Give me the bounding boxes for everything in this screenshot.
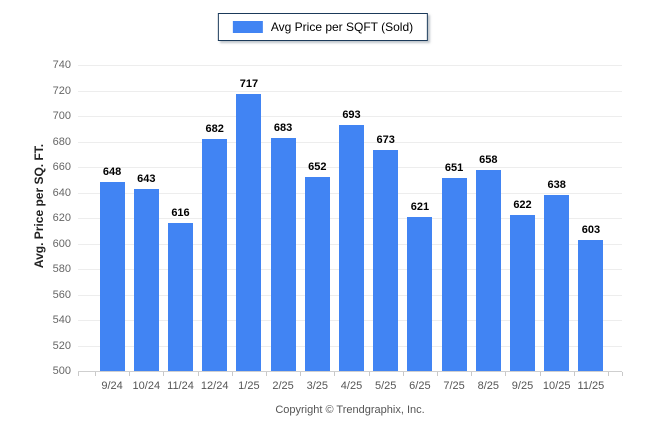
x-tick-label: 7/25 bbox=[443, 380, 465, 392]
bar-value-label: 682 bbox=[205, 122, 224, 135]
bar-value-label: 643 bbox=[137, 172, 156, 185]
x-axis-line bbox=[78, 371, 622, 372]
x-tick-label: 10/24 bbox=[132, 380, 161, 392]
bar bbox=[168, 223, 193, 371]
bar bbox=[407, 216, 433, 371]
bar bbox=[373, 150, 399, 371]
x-tick-label: 9/25 bbox=[511, 380, 534, 392]
y-tick-label: 680 bbox=[52, 135, 71, 148]
x-tick-label: 11/25 bbox=[577, 380, 605, 392]
x-tick bbox=[471, 372, 473, 376]
bar-value-label: 717 bbox=[239, 78, 259, 91]
x-tick bbox=[622, 372, 623, 376]
x-tick bbox=[505, 372, 507, 376]
x-tick bbox=[368, 372, 370, 376]
y-tick-label: 700 bbox=[52, 110, 71, 122]
bar bbox=[578, 239, 604, 371]
x-tick-label: 6/25 bbox=[409, 380, 431, 392]
x-tick bbox=[573, 372, 575, 376]
gridline bbox=[78, 116, 622, 117]
x-tick bbox=[539, 372, 541, 376]
legend-swatch bbox=[232, 21, 263, 33]
copyright-text: Copyright © Trendgraphix, Inc. bbox=[275, 404, 425, 416]
x-tick bbox=[300, 372, 302, 376]
x-tick-label: 9/24 bbox=[101, 380, 123, 392]
x-tick-label: 4/25 bbox=[340, 380, 363, 392]
bar-value-label: 683 bbox=[273, 121, 293, 134]
x-tick-label: 11/24 bbox=[167, 380, 194, 392]
y-tick-label: 580 bbox=[52, 263, 71, 275]
x-tick bbox=[608, 372, 609, 376]
x-tick-label: 1/25 bbox=[238, 380, 260, 392]
bar-value-label: 673 bbox=[376, 134, 395, 147]
bar-value-label: 621 bbox=[410, 200, 430, 213]
bar bbox=[544, 195, 570, 371]
x-tick-label: 8/25 bbox=[477, 380, 499, 392]
bar-value-label: 648 bbox=[102, 166, 122, 179]
gridline bbox=[78, 65, 622, 66]
bar-value-label: 616 bbox=[171, 207, 190, 220]
legend-label: Avg Price per SQFT (Sold) bbox=[270, 20, 414, 34]
gridline bbox=[78, 90, 622, 92]
bar bbox=[510, 215, 535, 371]
bar-value-label: 693 bbox=[342, 108, 361, 121]
bar-value-label: 603 bbox=[581, 223, 601, 236]
x-tick bbox=[266, 372, 267, 376]
y-tick-label: 660 bbox=[52, 161, 71, 173]
y-tick-label: 720 bbox=[52, 84, 71, 97]
x-tick bbox=[334, 372, 336, 376]
bar-value-label: 658 bbox=[479, 153, 498, 166]
bar bbox=[475, 169, 501, 371]
y-tick-label: 540 bbox=[52, 314, 71, 326]
legend: Avg Price per SQFT (Sold) bbox=[217, 13, 429, 41]
x-tick bbox=[231, 372, 233, 376]
x-tick-label: 5/25 bbox=[374, 380, 397, 392]
bar bbox=[339, 124, 364, 371]
x-tick bbox=[95, 372, 96, 376]
x-tick bbox=[78, 372, 79, 376]
y-tick-label: 620 bbox=[52, 212, 71, 224]
x-tick bbox=[197, 372, 199, 376]
x-tick-label: 3/25 bbox=[306, 380, 328, 392]
x-tick-label: 2/25 bbox=[272, 380, 294, 392]
bar bbox=[304, 177, 330, 371]
x-tick bbox=[402, 372, 404, 376]
bar bbox=[99, 182, 125, 371]
bar bbox=[441, 178, 467, 371]
y-tick-label: 740 bbox=[52, 59, 71, 71]
y-tick-label: 600 bbox=[52, 237, 71, 250]
x-tick-label: 12/24 bbox=[200, 380, 229, 392]
bar-value-label: 652 bbox=[308, 161, 327, 174]
x-tick bbox=[129, 372, 131, 376]
bar-value-label: 638 bbox=[547, 179, 566, 192]
x-tick bbox=[163, 372, 165, 376]
bar bbox=[133, 188, 159, 371]
bar-value-label: 622 bbox=[513, 199, 532, 212]
y-tick-label: 520 bbox=[52, 339, 71, 352]
bar bbox=[202, 138, 228, 371]
bar-value-label: 651 bbox=[444, 162, 464, 175]
x-tick bbox=[437, 372, 438, 376]
x-tick-label: 10/25 bbox=[542, 380, 571, 392]
bar bbox=[270, 137, 296, 371]
y-tick-label: 560 bbox=[52, 288, 71, 301]
bar bbox=[236, 94, 262, 371]
y-tick-label: 500 bbox=[52, 365, 71, 377]
y-tick-label: 640 bbox=[52, 186, 71, 199]
